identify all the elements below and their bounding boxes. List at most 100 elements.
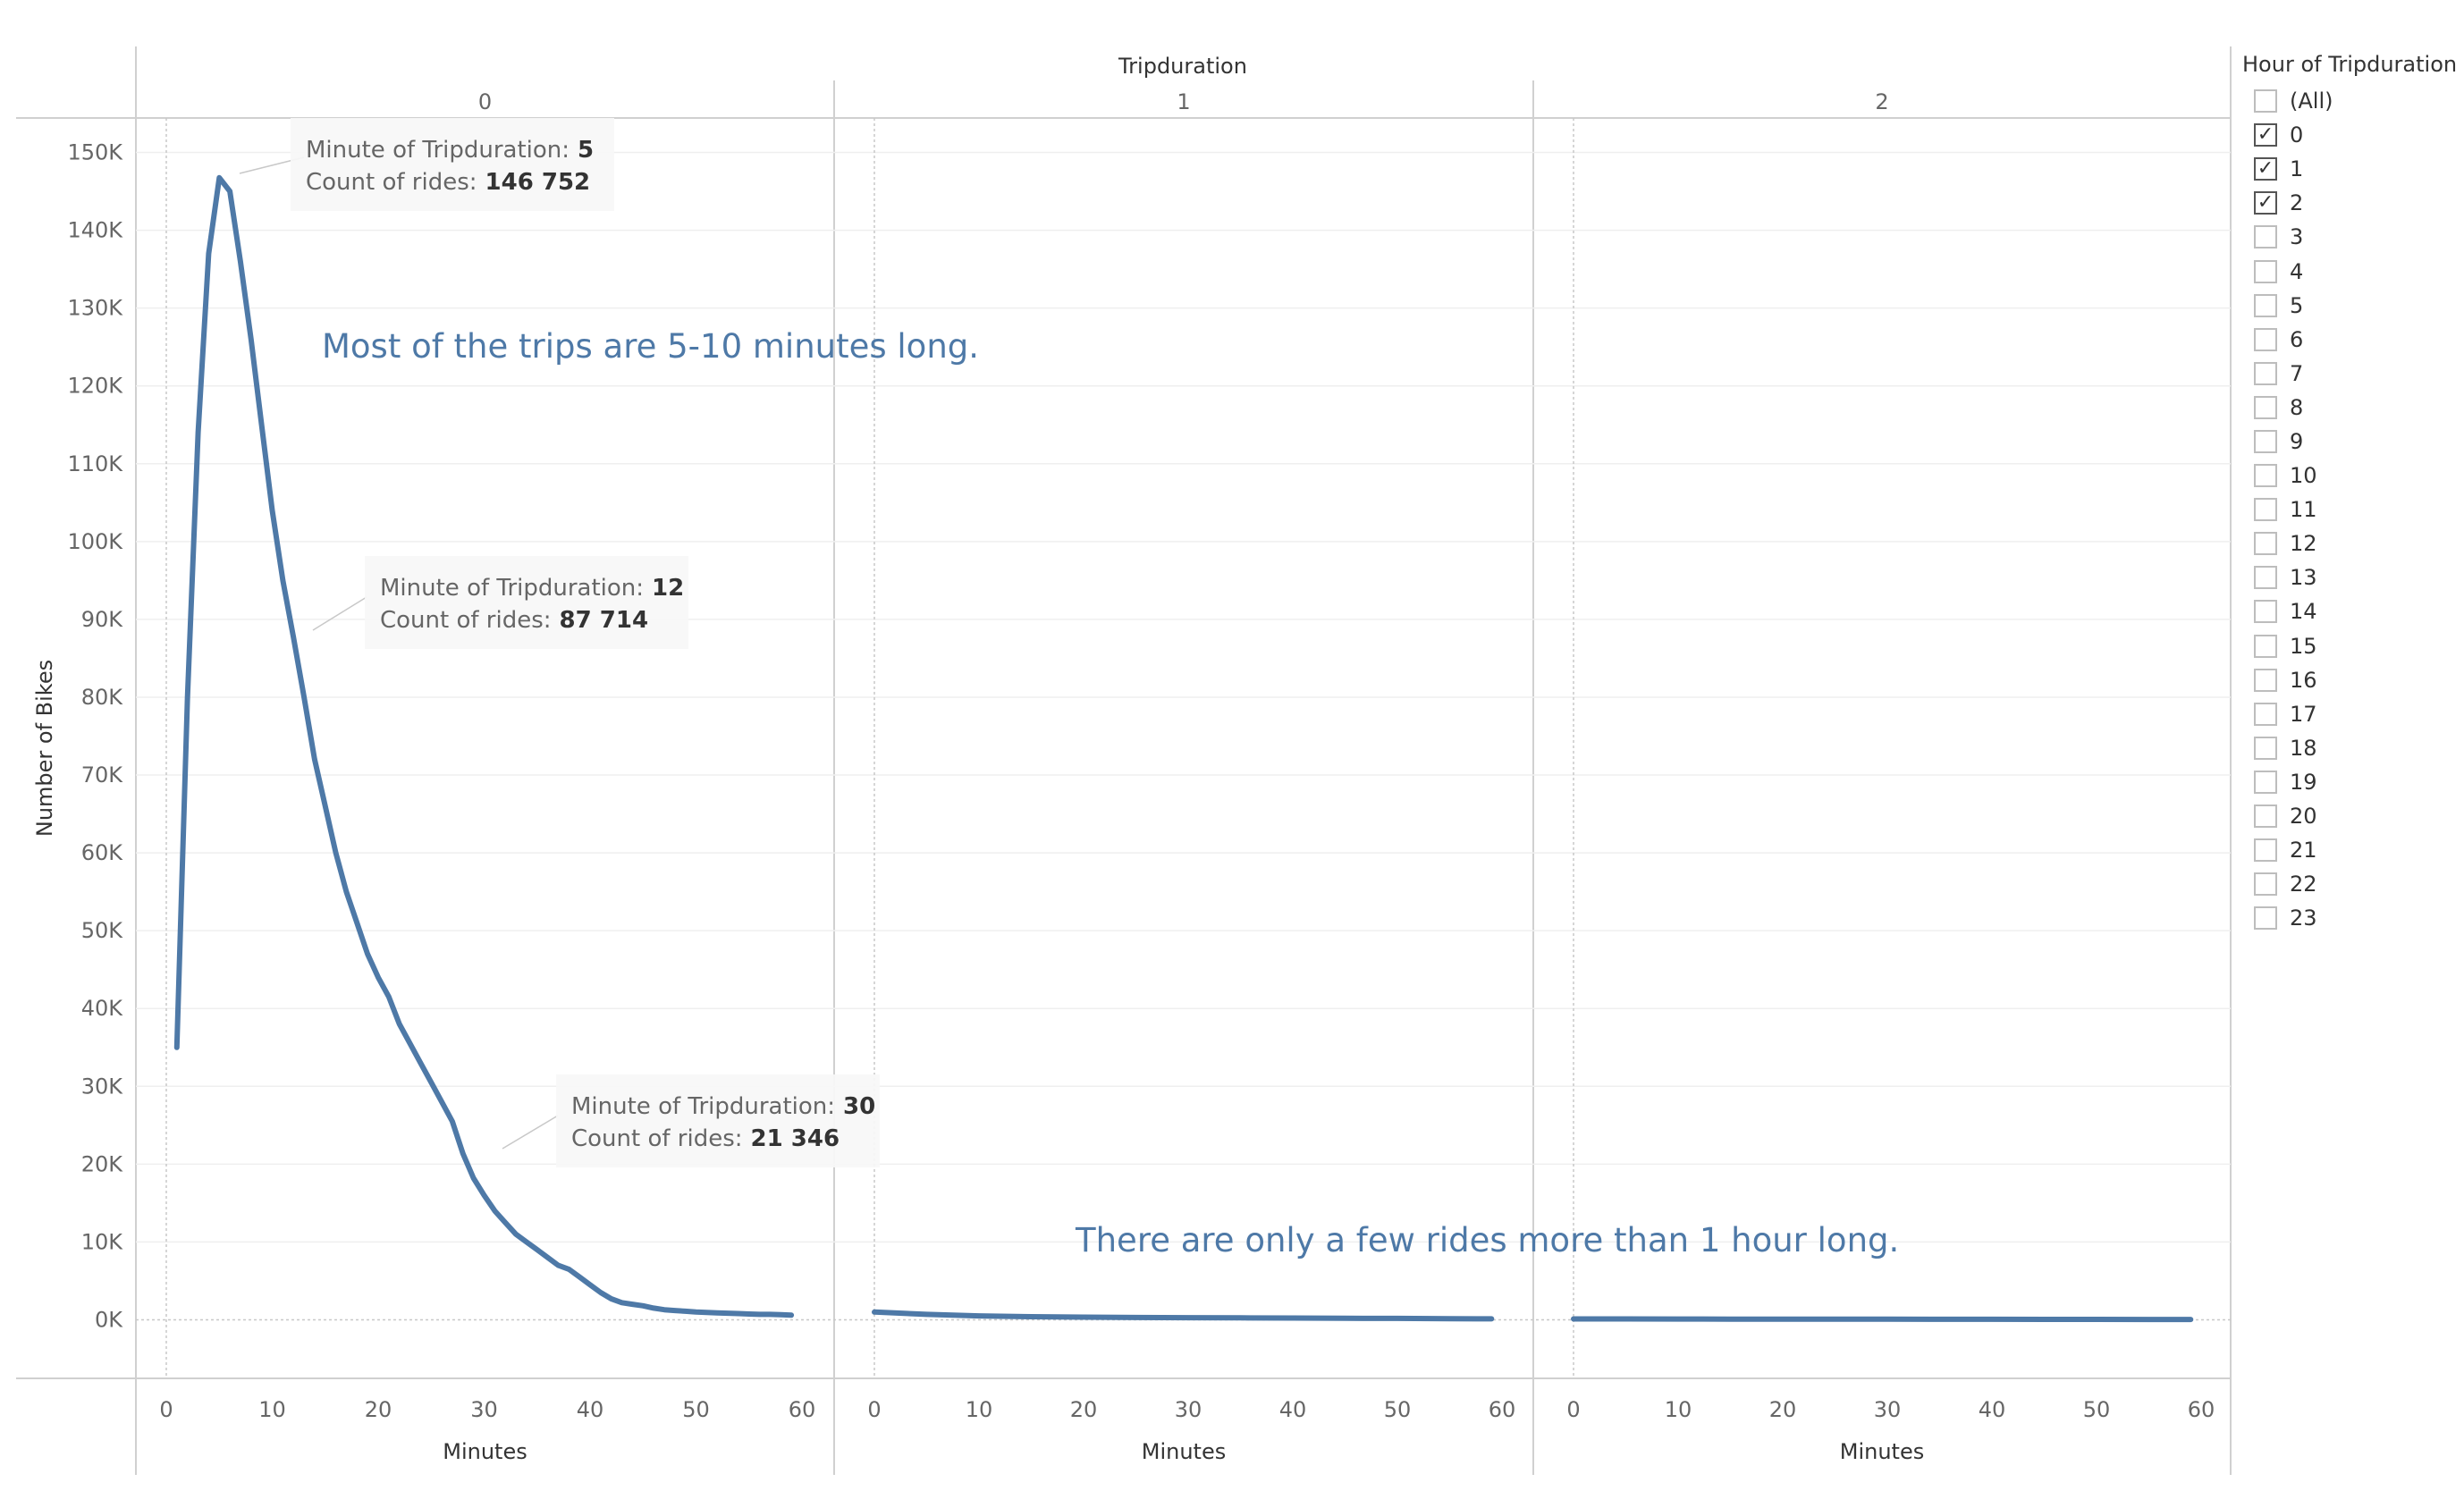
annotation-short-trips: Most of the trips are 5-10 minutes long. (322, 327, 979, 366)
x-tick-label: 20 (365, 1397, 392, 1422)
x-axis-title: Minutes (1142, 1439, 1226, 1464)
legend-item-9[interactable]: 8 (2242, 391, 2464, 425)
panel-header: 1 (1177, 89, 1190, 114)
legend-item-1[interactable]: ✓ 0 (2242, 118, 2464, 152)
checkbox-empty-icon[interactable] (2254, 668, 2277, 692)
legend-item-label: 22 (2290, 872, 2317, 897)
legend-item-22[interactable]: 21 (2242, 833, 2464, 867)
tooltip-background (291, 118, 614, 211)
checkbox-empty-icon[interactable] (2254, 395, 2277, 419)
legend-item-label: 12 (2290, 531, 2317, 557)
legend-item-15[interactable]: 14 (2242, 594, 2464, 628)
legend-item-7[interactable]: 6 (2242, 323, 2464, 357)
y-tick-label: 130K (67, 296, 123, 321)
checkbox-checked-icon[interactable]: ✓ (2254, 157, 2277, 181)
tooltip-box: Minute of Tripduration: 30 Count of rides:… (502, 1074, 880, 1167)
y-tick-label: 0K (95, 1308, 123, 1333)
x-axis-title: Minutes (1840, 1439, 1924, 1464)
x-tick-label: 10 (258, 1397, 286, 1422)
legend-item-24[interactable]: 23 (2242, 901, 2464, 935)
checkbox-empty-icon[interactable] (2254, 429, 2277, 453)
tooltip-label: Count of rides: (571, 1125, 743, 1152)
y-tick-label: 50K (81, 918, 124, 943)
checkbox-empty-icon[interactable] (2254, 770, 2277, 794)
legend-item-label: 11 (2290, 497, 2317, 523)
legend-item-20[interactable]: 19 (2242, 765, 2464, 799)
legend-item-16[interactable]: 15 (2242, 629, 2464, 663)
legend-item-0[interactable]: (All) (2242, 84, 2464, 118)
legend-item-label: 7 (2290, 360, 2304, 386)
checkbox-checked-icon[interactable]: ✓ (2254, 123, 2277, 147)
x-tick-label: 20 (1070, 1397, 1098, 1422)
checkbox-empty-icon[interactable] (2254, 702, 2277, 726)
checkbox-empty-icon[interactable] (2254, 464, 2277, 488)
checkbox-empty-icon[interactable] (2254, 532, 2277, 556)
checkbox-empty-icon[interactable] (2254, 600, 2277, 624)
checkbox-empty-icon[interactable] (2254, 804, 2277, 829)
tooltip-line-minute: Minute of Tripduration: 12 (380, 575, 684, 602)
x-tick-label: 30 (1874, 1397, 1902, 1422)
column-header-title: Tripduration (1118, 54, 1247, 79)
legend-item-label: 8 (2290, 394, 2304, 420)
y-tick-label: 40K (81, 996, 124, 1021)
y-tick-label: 150K (67, 140, 123, 165)
checkbox-empty-icon[interactable] (2254, 906, 2277, 931)
checkbox-checked-icon[interactable]: ✓ (2254, 191, 2277, 215)
checkbox-empty-icon[interactable] (2254, 838, 2277, 863)
x-tick-label: 50 (1384, 1397, 1412, 1422)
checkbox-empty-icon[interactable] (2254, 259, 2277, 283)
x-tick-label: 50 (682, 1397, 710, 1422)
series-line (1571, 1316, 2194, 1323)
legend-item-label: (All) (2290, 88, 2333, 114)
tooltips: Minute of Tripduration: 5 Count of rides: 1… (239, 118, 880, 1167)
checkbox-empty-icon[interactable] (2254, 498, 2277, 522)
legend-item-5[interactable]: 4 (2242, 254, 2464, 288)
tooltip-value: 87 714 (560, 607, 649, 634)
legend-item-11[interactable]: 10 (2242, 459, 2464, 493)
tooltip-box: Minute of Tripduration: 5 Count of rides: 1… (239, 118, 614, 211)
legend-items: (All) ✓ 0 ✓ 1 ✓ 2 3 4 5 6 7 8 9 10 11 12 13 14 15 16 17 18 19 20… (2242, 84, 2464, 935)
legend-item-4[interactable]: 3 (2242, 220, 2464, 254)
legend-item-2[interactable]: ✓ 1 (2242, 152, 2464, 186)
x-tick-label: 0 (867, 1397, 881, 1422)
y-tick-label: 110K (67, 451, 123, 476)
hour-filter-legend: Hour of Tripduration (All) ✓ 0 ✓ 1 ✓ 2 3 4 5 6 7 8 9 1… (2242, 52, 2464, 935)
legend-item-8[interactable]: 7 (2242, 357, 2464, 391)
checkbox-empty-icon[interactable] (2254, 89, 2277, 114)
legend-item-21[interactable]: 20 (2242, 799, 2464, 833)
y-tick-label: 30K (81, 1074, 124, 1099)
legend-item-13[interactable]: 12 (2242, 526, 2464, 560)
legend-item-10[interactable]: 9 (2242, 425, 2464, 459)
checkbox-empty-icon[interactable] (2254, 361, 2277, 385)
checkbox-empty-icon[interactable] (2254, 225, 2277, 249)
legend-item-label: 4 (2290, 258, 2304, 284)
y-tick-label: 10K (81, 1229, 124, 1254)
legend-item-label: 1 (2290, 156, 2304, 182)
legend-item-18[interactable]: 17 (2242, 697, 2464, 731)
x-tick-label: 40 (1979, 1397, 2006, 1422)
legend-item-23[interactable]: 22 (2242, 867, 2464, 901)
y-tick-label: 70K (81, 762, 124, 788)
legend-item-12[interactable]: 11 (2242, 493, 2464, 526)
tooltip-line-count: Count of rides: 146 752 (306, 169, 590, 196)
legend-item-6[interactable]: 5 (2242, 289, 2464, 323)
checkbox-empty-icon[interactable] (2254, 293, 2277, 317)
y-axis-ticks: 0K 10K 20K 30K 40K 50K 60K 70K 80K 90K 100K 110K 120… (67, 140, 123, 1333)
checkbox-empty-icon[interactable] (2254, 566, 2277, 590)
checkbox-empty-icon[interactable] (2254, 872, 2277, 897)
tooltip-value: 5 (578, 137, 594, 164)
legend-item-17[interactable]: 16 (2242, 663, 2464, 697)
checkbox-empty-icon[interactable] (2254, 327, 2277, 351)
legend-item-19[interactable]: 18 (2242, 731, 2464, 765)
legend-item-14[interactable]: 13 (2242, 560, 2464, 594)
checkbox-empty-icon[interactable] (2254, 634, 2277, 658)
tooltip-line-count: Count of rides: 87 714 (380, 607, 648, 634)
tooltip-leader (502, 1115, 559, 1150)
checkbox-empty-icon[interactable] (2254, 736, 2277, 760)
tooltip-line-minute: Minute of Tripduration: 30 (571, 1093, 875, 1120)
x-tick-label: 0 (159, 1397, 173, 1422)
tooltip-label: Count of rides: (380, 607, 552, 634)
y-tick-label: 120K (67, 374, 123, 399)
legend-item-3[interactable]: ✓ 2 (2242, 186, 2464, 220)
